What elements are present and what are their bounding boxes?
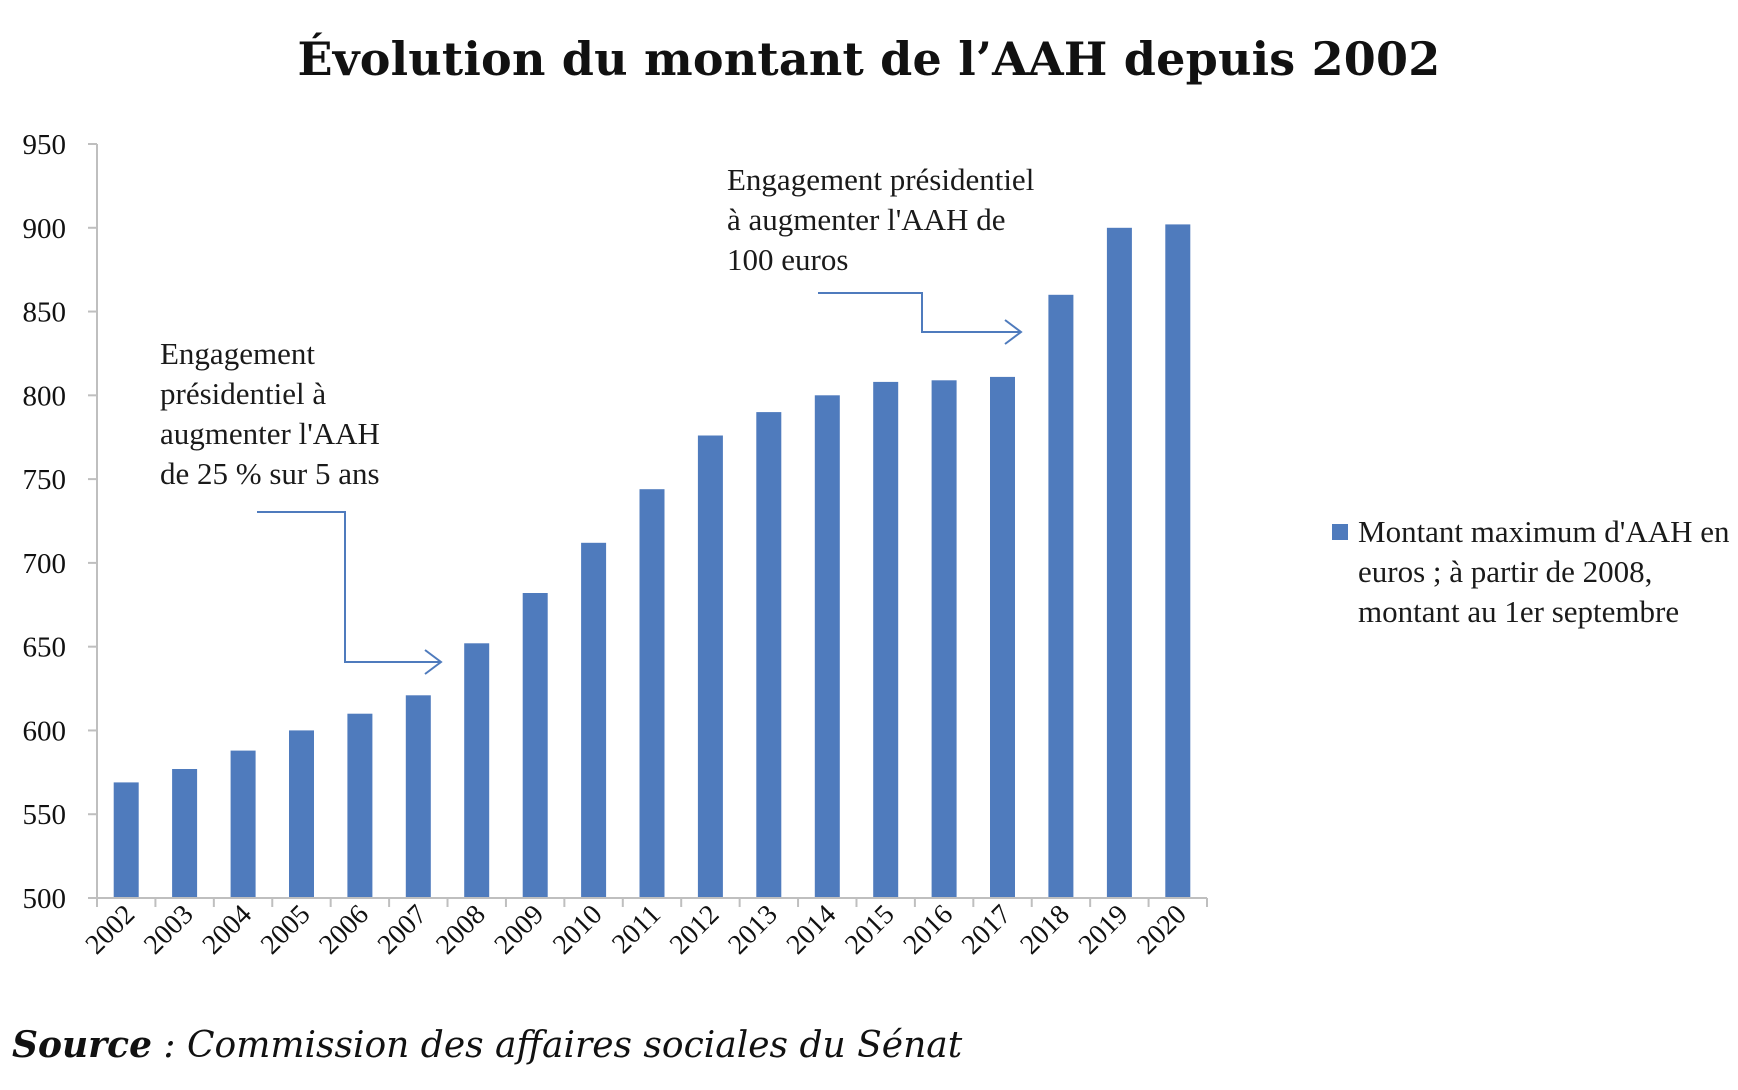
y-tick-label: 900 [23, 213, 67, 245]
y-tick-label: 800 [23, 380, 67, 412]
source-note: Source : Commission des affaires sociale… [12, 1024, 962, 1066]
y-tick-label: 650 [23, 632, 67, 664]
y-tick-label: 850 [23, 297, 67, 329]
chart-title: Évolution du montant de l’AAH depuis 200… [297, 32, 1441, 86]
annotation-line: augmenter l'AAH [160, 416, 380, 451]
x-tick-labels: 2002200320042005200620072008200920102011… [80, 899, 1193, 961]
bar-2005 [289, 730, 314, 898]
x-tick-label: 2015 [839, 899, 901, 961]
bar-2016 [931, 380, 957, 898]
bar-2012 [697, 435, 723, 898]
annotation-line: 100 euros [727, 242, 849, 277]
x-tick-label: 2010 [547, 899, 609, 961]
y-tick-label: 750 [23, 464, 67, 496]
x-tick-label: 2016 [898, 899, 960, 961]
x-tick-label: 2018 [1014, 899, 1076, 961]
legend-swatch [1332, 524, 1348, 540]
x-tick-label: 2005 [255, 899, 317, 961]
bar-2007 [405, 695, 431, 898]
bar-2002 [113, 782, 139, 898]
bar-2006 [347, 713, 373, 898]
y-tick-label: 950 [23, 129, 67, 161]
x-tick-label: 2020 [1131, 899, 1193, 961]
annotation-100-euros: Engagement présidentiel à augmenter l'AA… [727, 160, 1127, 280]
x-tick-label: 2007 [372, 899, 434, 961]
y-tick-label: 600 [23, 715, 67, 747]
x-tick-label: 2012 [664, 899, 726, 961]
annotation-arrow-2-head [1004, 319, 1023, 345]
bar-2014 [814, 395, 840, 898]
bar-2011 [639, 489, 665, 898]
annotation-25-percent: Engagement présidentiel à augmenter l'AA… [160, 334, 450, 494]
x-tick-label: 2002 [80, 899, 142, 961]
bar-2019 [1106, 227, 1132, 899]
bar-2003 [172, 769, 198, 898]
legend-label: Montant maximum d'AAH en euros ; à parti… [1358, 514, 1730, 629]
annotation-line: Engagement présidentiel [727, 162, 1035, 197]
bar-2018 [1048, 294, 1074, 898]
bar-2008 [464, 643, 490, 898]
x-tick-label: 2011 [606, 899, 667, 960]
bar-2015 [873, 381, 899, 898]
annotation-line: de 25 % sur 5 ans [160, 456, 380, 491]
bar-group [113, 224, 1191, 899]
x-tick-label: 2013 [722, 899, 784, 961]
x-tick-label: 2006 [313, 899, 375, 961]
x-tick-label: 2019 [1073, 899, 1135, 961]
bar-2017 [990, 376, 1015, 898]
y-tick-label: 550 [23, 799, 67, 831]
annotation-arrow-2 [818, 292, 1021, 333]
annotation-arrow-1 [257, 511, 441, 663]
annotation-line: à augmenter l'AAH de [727, 202, 1006, 237]
x-tick-label: 2003 [138, 899, 200, 961]
annotation-arrow-1-head [424, 649, 443, 675]
x-tick-label: 2014 [781, 899, 843, 961]
bar-2013 [756, 412, 782, 898]
y-tick-label: 700 [23, 548, 67, 580]
annotation-line: présidentiel à [160, 376, 327, 411]
annotation-line: Engagement [160, 336, 315, 371]
y-tick-labels: 500 550 600 650 700 750 800 850 900 950 [23, 129, 67, 915]
annotation-arrows [257, 292, 1023, 675]
x-tick-label: 2008 [430, 899, 492, 961]
bar-2020 [1165, 224, 1191, 898]
source-label: Source [12, 1024, 152, 1066]
source-text: : Commission des affaires sociales du Sé… [151, 1025, 963, 1066]
x-tick-label: 2009 [489, 899, 551, 961]
bar-2004 [230, 750, 256, 898]
x-tick-label: 2017 [956, 899, 1018, 961]
bar-2009 [522, 593, 548, 898]
x-tick-label: 2004 [196, 899, 258, 961]
y-tick-label: 500 [23, 883, 67, 915]
axes [88, 143, 1208, 907]
bar-2010 [581, 542, 607, 898]
